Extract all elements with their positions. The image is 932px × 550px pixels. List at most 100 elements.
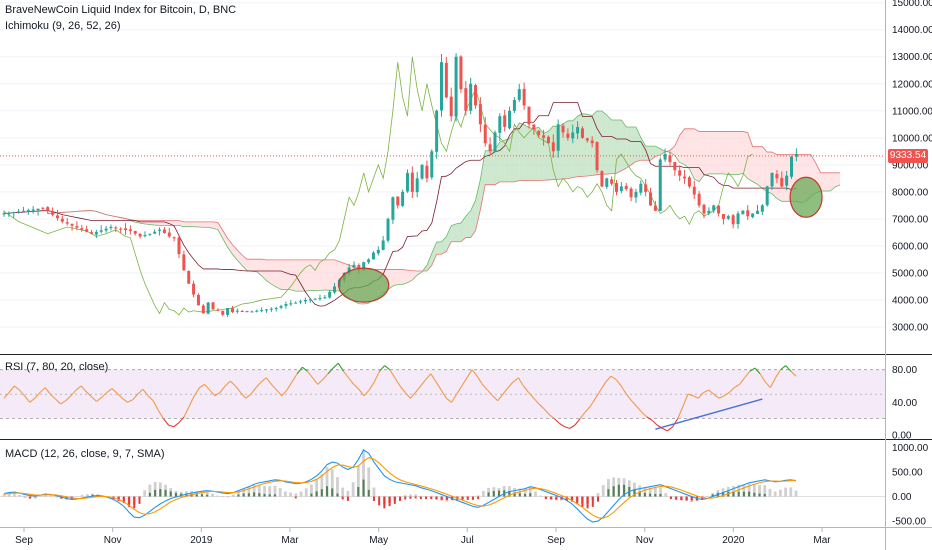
candle: [7, 211, 11, 217]
candle-body: [114, 227, 118, 229]
macd-hist-weak: [690, 496, 693, 501]
macd-hist-strong: [310, 493, 313, 497]
macd-hist-strong: [722, 492, 725, 497]
rsi-line-segment: [734, 383, 740, 389]
macd-hist-bar: [237, 491, 240, 497]
macd-hist-bar: [226, 496, 230, 498]
macd-hist-bar: [304, 488, 308, 497]
candle: [663, 148, 667, 162]
macd-hist-strong: [492, 490, 495, 497]
rsi-line-segment: [466, 369, 473, 379]
candle: [571, 124, 575, 144]
candle-body: [678, 170, 682, 176]
rsi-line-segment: [728, 387, 735, 393]
macd-hist-bar: [39, 495, 42, 497]
rsi-line-segment: [523, 385, 530, 393]
macd-hist-strong: [758, 493, 761, 497]
macd-hist-strong: [320, 489, 323, 497]
macd-hist-weak: [675, 496, 678, 500]
rsi-line-segment: [245, 393, 252, 399]
cloud-segment: [572, 116, 578, 178]
cloud-segment: [772, 152, 777, 199]
rsi-line-segment: [178, 416, 185, 424]
candle-body: [532, 124, 536, 130]
candle-body: [498, 116, 502, 133]
macd-hist-strong: [508, 490, 511, 497]
rsi-line-segment: [127, 399, 133, 403]
rsi-line-segment: [579, 411, 586, 419]
cloud-segment: [154, 220, 160, 226]
macd-hist-bar: [2, 494, 6, 497]
candle: [444, 56, 448, 99]
candle-body: [512, 99, 516, 111]
candle: [31, 206, 35, 214]
rsi-line-segment: [85, 391, 92, 397]
rsi-line-segment: [543, 408, 550, 415]
candle-body: [46, 207, 50, 212]
macd-hist-bar: [273, 485, 277, 497]
candle-body: [12, 212, 16, 214]
macd-hist-bar: [54, 496, 58, 498]
price-tick-label: 7000.00: [892, 214, 929, 225]
macd-hist-bar: [362, 450, 365, 497]
macd-hist-weak: [346, 496, 349, 501]
macd-hist-bar: [523, 489, 527, 497]
candle-body: [362, 262, 366, 271]
cloud-segment: [290, 259, 296, 292]
rsi-line-segment: [548, 414, 555, 420]
rsi-line-segment: [75, 385, 82, 391]
candle: [279, 304, 283, 310]
candle: [610, 176, 614, 186]
candle: [104, 226, 108, 233]
cloud-segment: [645, 146, 651, 161]
rsi-line-segment: [240, 392, 247, 399]
cloud-segment: [601, 110, 607, 175]
macd-line: [3, 449, 797, 523]
candle-body: [615, 183, 618, 192]
candle: [619, 181, 623, 194]
candle-body: [245, 311, 249, 313]
candle: [420, 164, 424, 181]
cloud-segment: [660, 148, 666, 156]
macd-hist-bar: [13, 492, 16, 497]
rsi-line-segment: [111, 388, 118, 394]
candle: [230, 305, 234, 314]
rsi-line-segment: [219, 385, 226, 393]
rsi-line-segment: [209, 389, 216, 397]
macd-hist-bar: [778, 489, 782, 497]
candle: [313, 298, 317, 301]
rsi-line-segment: [389, 369, 396, 379]
candle: [303, 297, 307, 304]
candle-body: [55, 215, 59, 219]
macd-hist-bar: [268, 486, 272, 497]
candle: [634, 188, 638, 203]
candle: [580, 126, 584, 139]
candle-body: [250, 311, 254, 313]
rsi-line-segment: [739, 377, 746, 385]
cloud-segment: [820, 172, 826, 192]
cloud-segment: [835, 172, 841, 187]
rsi-line-segment: [409, 392, 416, 399]
rsi-line-segment: [461, 377, 468, 387]
cloud-segment: [213, 221, 218, 230]
cloud-segment: [174, 220, 179, 226]
rsi-line-segment: [121, 397, 128, 403]
macd-hist-bar: [773, 491, 777, 497]
macd-hist-bar: [487, 487, 490, 497]
candle-body: [537, 130, 541, 136]
rsi-line-segment: [667, 426, 673, 432]
rsi-line-segment: [404, 392, 411, 399]
rsi-line-segment: [204, 383, 211, 391]
cloud-segment: [159, 220, 165, 226]
macd-hist-bar: [784, 487, 787, 497]
macd-hist-strong: [711, 494, 714, 497]
candle-body: [279, 306, 283, 308]
candle-body: [712, 205, 716, 211]
candle: [454, 53, 458, 122]
cloud-segment: [237, 250, 243, 266]
candle: [644, 179, 648, 197]
rsi-line-segment: [39, 387, 46, 393]
candle: [308, 297, 312, 303]
cloud-segment: [752, 146, 758, 185]
